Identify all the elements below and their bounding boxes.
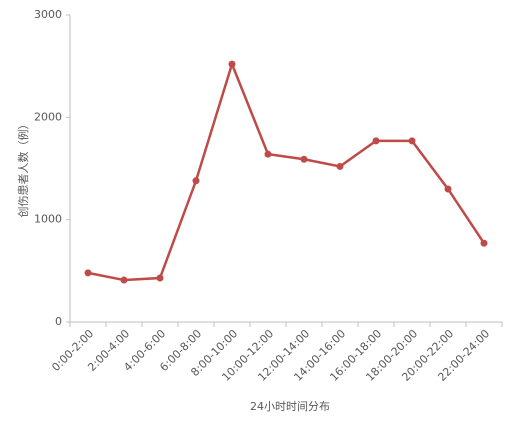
point [480,239,488,247]
point [156,274,164,282]
y-axis-title: 创伤患者人数（例） [16,119,30,218]
point [336,162,344,170]
point [264,150,272,158]
y-tick-label: 3000 [34,8,62,21]
x-axis-title: 24小时时间分布 [250,400,330,413]
point [300,155,308,163]
line [87,60,486,282]
y-tick-label: 2000 [34,110,62,123]
point [84,269,92,277]
y-tick-label: 0 [55,315,62,328]
point [408,137,416,145]
point [228,60,236,68]
point [192,177,200,185]
point [372,137,380,145]
point [444,185,452,193]
y-tick-label: 1000 [34,213,62,226]
point [120,276,128,284]
